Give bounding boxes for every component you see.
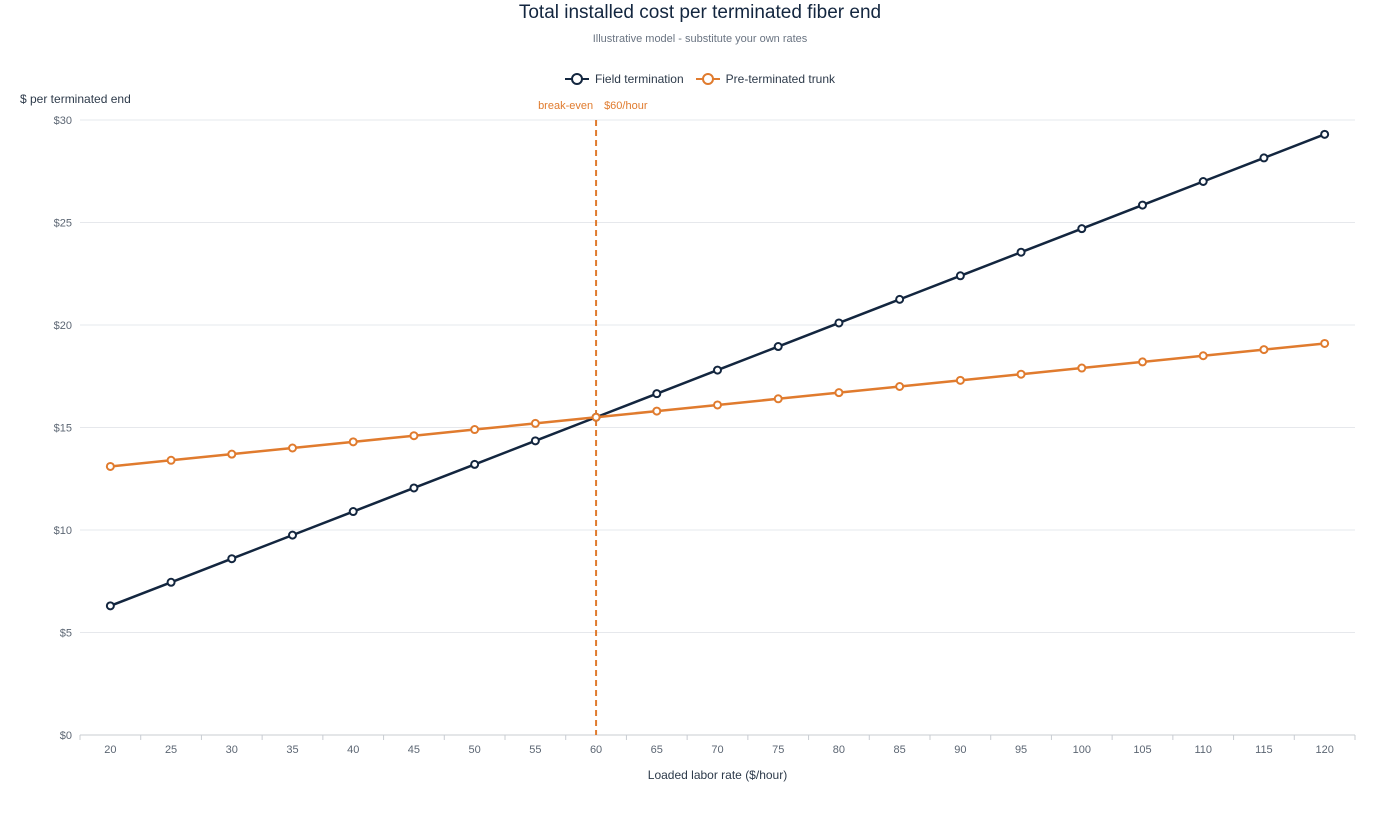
x-tick-label-105: 105	[1133, 744, 1151, 756]
data-point-pre-terminated-trunk-50[interactable]	[470, 425, 480, 435]
legend-item-field-termination[interactable]: Field termination	[564, 70, 684, 88]
data-point-field-termination-55[interactable]	[530, 436, 540, 446]
data-point-field-termination-35[interactable]	[288, 530, 297, 540]
data-point-field-termination-20[interactable]	[105, 601, 115, 611]
y-tick-label-10: $10	[54, 525, 72, 537]
x-tick-label-50: 50	[469, 744, 481, 756]
y-tick-label-25: $25	[54, 218, 72, 230]
data-point-field-termination-100[interactable]	[1077, 224, 1087, 234]
data-point-field-termination-95[interactable]	[1016, 247, 1026, 257]
data-point-pre-terminated-trunk-80[interactable]	[834, 388, 844, 398]
x-axis-title: Loaded labor rate ($/hour)	[648, 768, 787, 782]
data-point-field-termination-45[interactable]	[409, 483, 419, 493]
data-point-field-termination-40[interactable]	[348, 507, 358, 517]
y-tick-label-20: $20	[54, 320, 72, 332]
data-point-pre-terminated-trunk-35[interactable]	[288, 443, 297, 453]
chart-title: Total installed cost per terminated fibe…	[518, 2, 882, 23]
y-axis-title: $ per terminated end	[20, 92, 131, 106]
x-tick-label-35: 35	[286, 744, 298, 756]
break-even-label: break-even	[538, 100, 593, 112]
data-point-field-termination-105[interactable]	[1138, 200, 1147, 210]
data-point-pre-terminated-trunk-45[interactable]	[409, 431, 419, 441]
data-point-pre-terminated-trunk-120[interactable]	[1320, 338, 1330, 348]
x-tick-label-55: 55	[529, 744, 541, 756]
data-point-field-termination-65[interactable]	[652, 389, 662, 399]
x-tick-label-100: 100	[1073, 744, 1091, 756]
x-tick-label-115: 115	[1255, 744, 1273, 756]
data-point-pre-terminated-trunk-90[interactable]	[955, 375, 965, 385]
data-point-field-termination-75[interactable]	[773, 342, 783, 352]
legend-label-pre-terminated-trunk: Pre-terminated trunk	[725, 72, 836, 86]
data-point-field-termination-115[interactable]	[1259, 153, 1269, 163]
data-point-pre-terminated-trunk-100[interactable]	[1077, 363, 1087, 373]
x-tick-label-45: 45	[408, 744, 420, 756]
y-tick-label-30: $30	[54, 115, 72, 127]
data-point-field-termination-110[interactable]	[1198, 177, 1208, 186]
chart-subtitle: Illustrative model - substitute your own…	[592, 33, 808, 45]
break-even-value-label: $60/hour	[604, 100, 648, 112]
x-tick-label-30: 30	[226, 744, 238, 756]
legend-swatch-field-termination	[564, 73, 589, 85]
legend-swatch-pre-terminated-trunk	[695, 73, 720, 85]
y-tick-label-15: $15	[54, 423, 72, 435]
data-point-pre-terminated-trunk-30[interactable]	[227, 449, 237, 459]
data-point-field-termination-80[interactable]	[834, 318, 844, 328]
x-tick-label-90: 90	[954, 744, 966, 756]
x-tick-label-75: 75	[772, 744, 784, 756]
x-tick-label-80: 80	[833, 744, 845, 756]
data-point-pre-terminated-trunk-110[interactable]	[1198, 351, 1208, 361]
x-tick-label-60: 60	[590, 744, 602, 756]
x-tick-label-25: 25	[165, 744, 177, 756]
data-point-pre-terminated-trunk-40[interactable]	[348, 437, 358, 447]
data-point-field-termination-25[interactable]	[166, 577, 176, 587]
data-point-pre-terminated-trunk-115[interactable]	[1259, 345, 1269, 355]
legend: Field termination Pre-terminated trunk	[0, 70, 1400, 88]
x-tick-label-65: 65	[651, 744, 663, 756]
data-point-field-termination-70[interactable]	[713, 365, 722, 375]
data-point-pre-terminated-trunk-105[interactable]	[1138, 357, 1147, 367]
data-point-pre-terminated-trunk-75[interactable]	[773, 394, 783, 404]
x-tick-label-110: 110	[1194, 744, 1212, 756]
x-tick-label-70: 70	[711, 744, 723, 756]
legend-label-field-termination: Field termination	[594, 72, 684, 86]
data-point-pre-terminated-trunk-70[interactable]	[713, 400, 722, 410]
data-point-field-termination-30[interactable]	[227, 554, 237, 564]
data-point-pre-terminated-trunk-85[interactable]	[895, 382, 905, 391]
data-point-field-termination-90[interactable]	[955, 271, 965, 281]
data-point-pre-terminated-trunk-95[interactable]	[1016, 369, 1026, 379]
data-point-pre-terminated-trunk-25[interactable]	[166, 455, 176, 465]
data-point-pre-terminated-trunk-20[interactable]	[105, 461, 115, 471]
y-tick-label-0: $0	[60, 730, 72, 742]
x-tick-label-95: 95	[1015, 744, 1027, 756]
data-point-field-termination-50[interactable]	[470, 459, 480, 469]
data-point-field-termination-85[interactable]	[895, 294, 905, 304]
data-point-pre-terminated-trunk-60[interactable]	[591, 412, 601, 422]
x-tick-label-40: 40	[347, 744, 359, 756]
legend-item-pre-terminated-trunk[interactable]: Pre-terminated trunk	[695, 70, 836, 88]
y-tick-label-5: $5	[60, 628, 72, 640]
data-point-pre-terminated-trunk-55[interactable]	[530, 418, 540, 428]
x-tick-label-120: 120	[1315, 744, 1333, 756]
x-tick-label-20: 20	[104, 744, 116, 756]
data-point-field-termination-120[interactable]	[1320, 129, 1330, 139]
data-point-pre-terminated-trunk-65[interactable]	[652, 406, 662, 416]
x-tick-label-85: 85	[894, 744, 906, 756]
